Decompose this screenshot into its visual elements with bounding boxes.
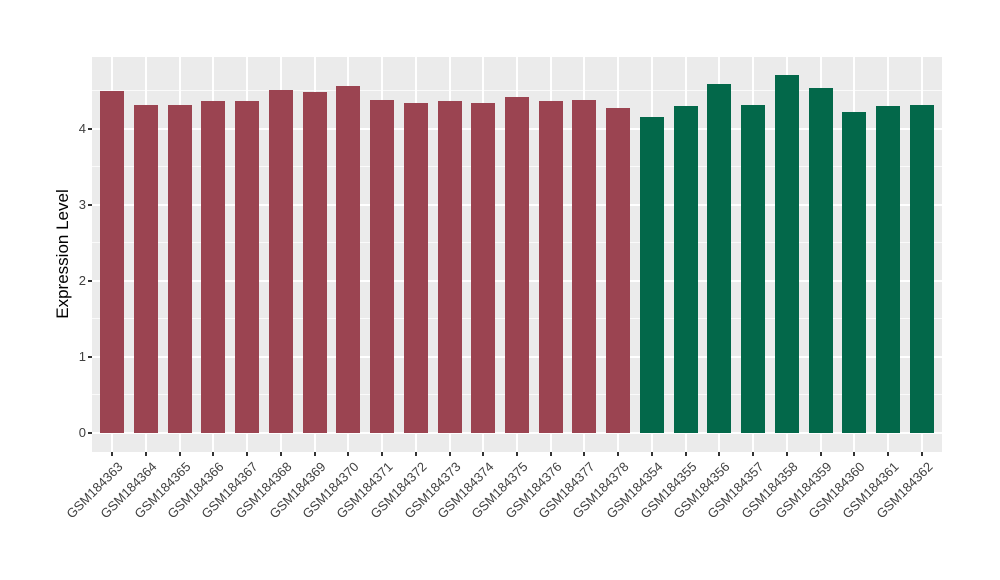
bar-GSM184372	[403, 102, 428, 433]
x-tick-mark-GSM184369	[313, 452, 316, 456]
x-tick-mark-GSM184358	[785, 452, 788, 456]
bar-GSM184377	[572, 100, 597, 433]
x-tick-mark-GSM184374	[482, 452, 485, 456]
x-tick-mark-GSM184361	[887, 452, 890, 456]
bar-GSM184376	[538, 101, 563, 433]
y-tick-label-4: 4	[78, 120, 86, 136]
bar-GSM184367	[235, 101, 260, 433]
bar-GSM184361	[876, 106, 901, 433]
x-tick-mark-GSM184364	[144, 452, 147, 456]
bar-GSM184375	[505, 97, 529, 433]
x-tick-mark-GSM184367	[246, 452, 249, 456]
x-tick-mark-GSM184366	[212, 452, 215, 456]
bar-GSM184373	[437, 101, 462, 433]
y-tick-mark-4	[88, 127, 92, 130]
bar-GSM184371	[370, 99, 395, 433]
bar-GSM184374	[471, 102, 496, 433]
bar-GSM184362	[909, 104, 934, 433]
x-tick-mark-GSM184359	[819, 452, 822, 456]
x-tick-mark-GSM184360	[853, 452, 856, 456]
y-tick-mark-2	[88, 279, 92, 282]
bar-GSM184366	[201, 101, 226, 433]
x-tick-mark-GSM184368	[279, 452, 282, 456]
x-tick-mark-GSM184354	[650, 452, 653, 456]
x-tick-mark-GSM184372	[414, 452, 417, 456]
bar-GSM184356	[707, 84, 732, 433]
bar-GSM184358	[774, 74, 799, 433]
x-tick-mark-GSM184371	[381, 452, 384, 456]
bar-GSM184378	[606, 107, 631, 433]
bar-GSM184369	[302, 92, 327, 433]
x-tick-mark-GSM184373	[448, 452, 451, 456]
bar-GSM184355	[673, 106, 698, 433]
bar-GSM184354	[639, 117, 664, 433]
x-tick-mark-GSM184375	[516, 452, 518, 456]
bar-GSM184370	[336, 85, 361, 433]
bar-GSM184364	[133, 104, 158, 433]
bar-GSM184368	[268, 89, 293, 433]
y-tick-label-1: 1	[78, 348, 86, 364]
x-tick-mark-GSM184363	[111, 452, 114, 456]
y-tick-label-2: 2	[78, 272, 86, 288]
bar-GSM184360	[842, 111, 867, 433]
y-tick-mark-0	[88, 431, 92, 434]
y-tick-mark-1	[88, 355, 92, 358]
bar-GSM184359	[808, 88, 833, 433]
bar-GSM184363	[100, 91, 125, 433]
x-tick-mark-GSM184376	[549, 452, 552, 456]
x-tick-mark-GSM184362	[920, 452, 923, 456]
y-tick-label-0: 0	[78, 424, 86, 440]
x-tick-mark-GSM184365	[178, 452, 181, 456]
bar-GSM184365	[167, 104, 192, 433]
x-tick-mark-GSM184355	[684, 452, 687, 456]
x-tick-mark-GSM184378	[617, 452, 620, 456]
x-tick-mark-GSM184370	[347, 452, 350, 456]
x-tick-mark-GSM184357	[752, 452, 755, 456]
y-tick-mark-3	[88, 203, 92, 206]
bar-GSM184357	[741, 104, 766, 433]
x-tick-mark-GSM184356	[718, 452, 721, 456]
x-tick-mark-GSM184377	[583, 452, 586, 456]
y-tick-label-3: 3	[78, 196, 86, 212]
